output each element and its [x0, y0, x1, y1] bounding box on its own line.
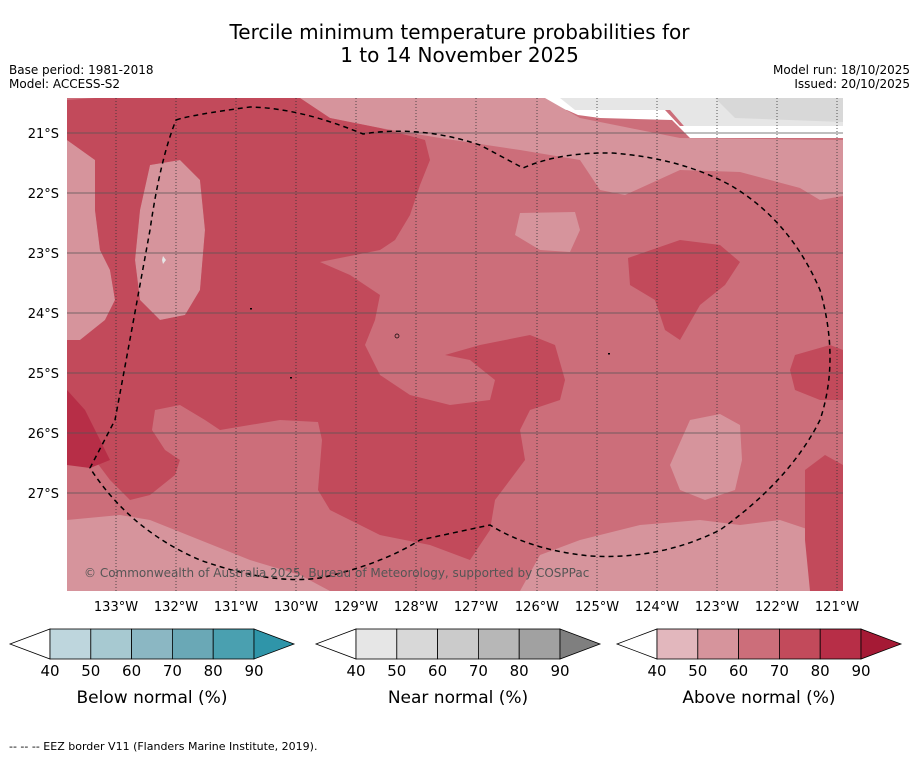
cbar-below-tick-60: 60	[122, 662, 141, 680]
lat-label-25: 25°S	[28, 367, 59, 382]
lon-label-121: 121°W	[815, 600, 859, 615]
cbar-below-under	[8, 628, 51, 660]
lat-label-21: 21°S	[28, 127, 59, 142]
cbar-below-over	[253, 628, 296, 660]
zone-above-50-ne	[300, 98, 843, 200]
cbar-near-tick-60: 60	[428, 662, 447, 680]
eez-border	[89, 106, 831, 581]
cbar-above-seg-1	[656, 628, 699, 660]
cbar-near-title: Near normal (%)	[388, 688, 528, 708]
colorbar-above: 40 50 60 70 80 90 Above normal (%)	[615, 628, 903, 708]
lon-label-131: 131°W	[214, 600, 258, 615]
cbar-below-tick-90: 90	[244, 662, 263, 680]
cbar-below-seg-5	[212, 628, 255, 660]
cbar-near-seg-4	[477, 628, 520, 660]
lon-label-133: 133°W	[94, 600, 138, 615]
zone-above-70-se	[805, 455, 843, 591]
cbar-near-tick-70: 70	[469, 662, 488, 680]
zone-above-50-sw	[67, 515, 330, 591]
zone-above-50-island2	[670, 414, 742, 500]
lon-label-124: 124°W	[635, 600, 679, 615]
cbar-below-seg-4	[171, 628, 214, 660]
cbar-above-tick-90: 90	[851, 662, 870, 680]
lon-label-126: 126°W	[515, 600, 559, 615]
colorbar-below: 40 50 60 70 80 90 Below normal (%)	[8, 628, 296, 708]
cbar-above-tick-80: 80	[811, 662, 830, 680]
meta-right: Model run: 18/10/2025 Issued: 20/10/2025	[773, 63, 910, 91]
cbar-below-tick-70: 70	[163, 662, 182, 680]
cbar-above-tick-70: 70	[770, 662, 789, 680]
cbar-above-seg-5	[819, 628, 862, 660]
cbar-above-title: Above normal (%)	[682, 688, 835, 708]
cbar-below-seg-2	[90, 628, 133, 660]
lon-label-130: 130°W	[274, 600, 318, 615]
zone-near-normal-50	[715, 98, 843, 122]
graticule	[67, 98, 843, 591]
cbar-near-over	[559, 628, 602, 660]
cbar-near-seg-5	[518, 628, 561, 660]
lat-label-27: 27°S	[28, 487, 59, 502]
cbar-near-tick-40: 40	[346, 662, 365, 680]
cbar-above-tick-50: 50	[688, 662, 707, 680]
cbar-below-title: Below normal (%)	[77, 688, 228, 708]
cbar-above-seg-3	[738, 628, 780, 660]
zone-above-80-sw	[67, 390, 110, 468]
cbar-above-seg-2	[697, 628, 739, 660]
cbar-near-seg-2	[396, 628, 438, 660]
lat-label-22: 22°S	[28, 187, 59, 202]
cbar-near-tick-90: 90	[550, 662, 569, 680]
cbar-above-over	[860, 628, 903, 660]
zone-above-50-se	[520, 520, 843, 591]
model-name: Model: ACCESS-S2	[9, 77, 121, 91]
zone-above-50-w	[67, 140, 115, 340]
lat-label-26: 26°S	[28, 427, 59, 442]
lat-label-23: 23°S	[28, 247, 59, 262]
colorbars: 40 50 60 70 80 90 Below normal (%) 40 50…	[8, 628, 903, 708]
zone-above-50-w2	[135, 160, 205, 320]
zone-white-strip	[540, 98, 843, 138]
cbar-near-under	[314, 628, 357, 660]
cbar-below-seg-1	[49, 628, 92, 660]
island-marker-1	[394, 333, 400, 339]
island-marker-5	[162, 256, 166, 264]
lon-label-128: 128°W	[394, 600, 438, 615]
cbar-below-tick-40: 40	[40, 662, 59, 680]
copyright-text: © Commonwealth of Australia 2025, Bureau…	[84, 566, 589, 580]
cbar-near-seg-3	[437, 628, 479, 660]
chart-title-line1: Tercile minimum temperature probabilitie…	[229, 20, 690, 44]
lon-label-123: 123°W	[695, 600, 739, 615]
cbar-near-tick-80: 80	[510, 662, 529, 680]
meta-left: Base period: 1981-2018 Model: ACCESS-S2	[9, 63, 154, 91]
lon-label-122: 122°W	[755, 600, 799, 615]
zone-above-70-east	[628, 240, 740, 340]
island-marker-4	[608, 353, 610, 355]
lon-label-125: 125°W	[575, 600, 619, 615]
zone-above-70-main	[67, 98, 565, 560]
base-period: Base period: 1981-2018	[9, 63, 154, 77]
island-marker-2	[250, 308, 252, 310]
cbar-above-under	[615, 628, 658, 660]
lon-label-132: 132°W	[154, 600, 198, 615]
colorbar-near: 40 50 60 70 80 90 Near normal (%)	[314, 628, 602, 708]
cbar-near-tick-50: 50	[387, 662, 406, 680]
lon-label-129: 129°W	[334, 600, 378, 615]
lat-label-24: 24°S	[28, 307, 59, 322]
cbar-above-tick-40: 40	[647, 662, 666, 680]
island-marker-3	[290, 377, 292, 379]
cbar-below-tick-80: 80	[204, 662, 223, 680]
zone-above-50-island1	[515, 212, 580, 252]
eez-legend-footer: -- -- -- EEZ border V11 (Flanders Marine…	[9, 740, 318, 753]
model-run: Model run: 18/10/2025	[772, 63, 910, 77]
probability-map	[67, 98, 843, 591]
issued-date: Issued: 20/10/2025	[794, 77, 910, 91]
cbar-near-seg-1	[355, 628, 398, 660]
lon-label-127: 127°W	[454, 600, 498, 615]
cbar-below-tick-50: 50	[81, 662, 100, 680]
cbar-above-seg-4	[779, 628, 821, 660]
cbar-above-tick-60: 60	[729, 662, 748, 680]
cbar-below-seg-3	[131, 628, 173, 660]
chart-title-line2: 1 to 14 November 2025	[340, 43, 579, 67]
